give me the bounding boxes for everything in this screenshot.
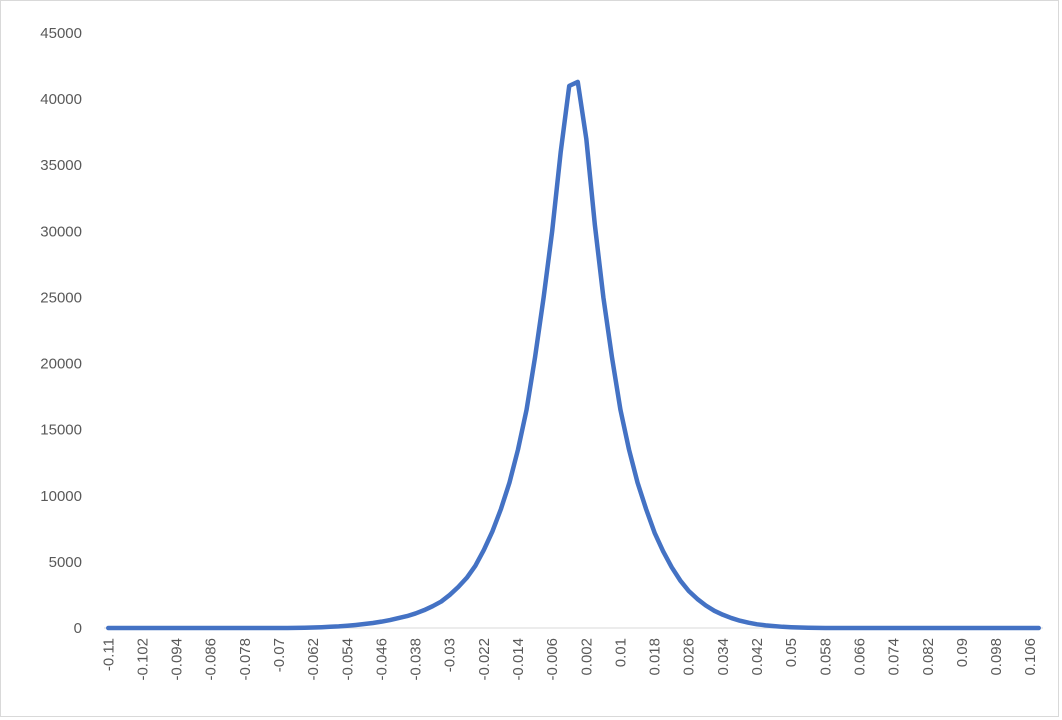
x-tick-label: 0.058 xyxy=(817,638,834,676)
data-line xyxy=(106,79,1041,631)
y-tick-label: 5000 xyxy=(49,554,82,571)
x-tick-label: -0.078 xyxy=(237,638,254,681)
y-tick-label: 0 xyxy=(74,620,82,637)
y-tick-label: 15000 xyxy=(40,422,82,439)
x-tick-label: 0.034 xyxy=(715,638,732,676)
x-tick-label: 0.106 xyxy=(1022,638,1039,676)
x-tick-label: -0.03 xyxy=(442,638,459,672)
x-tick-label: 0.074 xyxy=(886,638,903,676)
x-tick-label: 0.082 xyxy=(920,638,937,676)
x-tick-label: 0.05 xyxy=(783,638,800,667)
x-tick-label: -0.022 xyxy=(476,638,493,681)
x-tick-label: 0.09 xyxy=(954,638,971,667)
y-tick-label: 10000 xyxy=(40,488,82,505)
x-tick-label: -0.102 xyxy=(134,638,151,681)
x-tick-label: -0.006 xyxy=(544,638,561,681)
y-tick-label: 25000 xyxy=(40,289,82,306)
y-tick-label: 20000 xyxy=(40,356,82,373)
x-tick-label: -0.062 xyxy=(305,638,322,681)
y-tick-label: 35000 xyxy=(40,157,82,174)
x-tick-label: 0.002 xyxy=(578,638,595,676)
x-tick-label: -0.014 xyxy=(510,638,527,681)
x-tick-label: 0.066 xyxy=(851,638,868,676)
x-tick-label: 0.098 xyxy=(988,638,1005,676)
x-tick-label: 0.042 xyxy=(749,638,766,676)
x-tick-label: -0.11 xyxy=(100,638,117,671)
x-tick-label: -0.038 xyxy=(408,638,425,681)
x-tick-label: 0.01 xyxy=(612,638,629,667)
x-tick-label: 0.018 xyxy=(647,638,664,676)
x-tick-label: -0.07 xyxy=(271,638,288,672)
y-tick-label: 40000 xyxy=(40,91,82,108)
x-tick-label: -0.054 xyxy=(339,638,356,681)
x-tick-label: -0.086 xyxy=(203,638,220,681)
x-tick-label: -0.094 xyxy=(169,638,186,681)
x-tick-label: 0.026 xyxy=(681,638,698,676)
y-tick-label: 45000 xyxy=(40,25,82,42)
y-tick-label: 30000 xyxy=(40,223,82,240)
x-tick-label: -0.046 xyxy=(373,638,390,681)
